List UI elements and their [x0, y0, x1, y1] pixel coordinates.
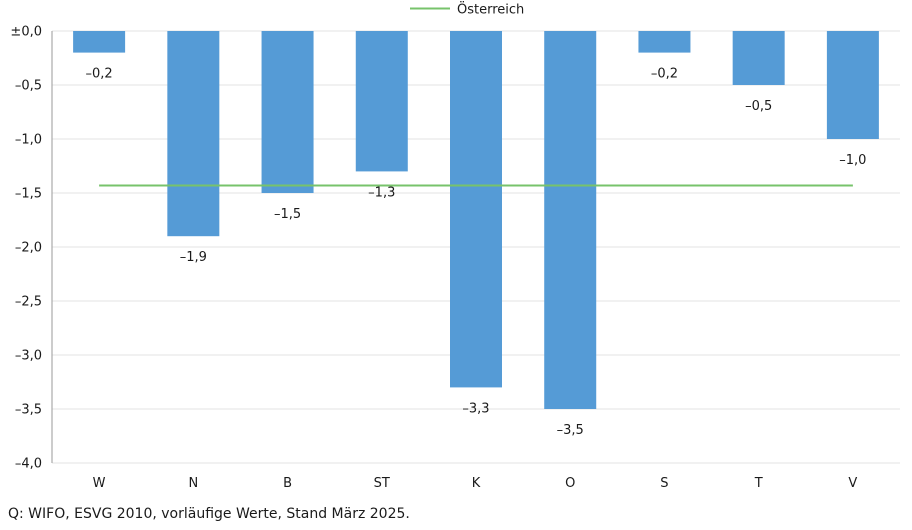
bar [73, 31, 126, 53]
x-tick-label: O [565, 476, 575, 491]
y-tick-label: –0,5 [15, 79, 42, 94]
x-tick-label: B [283, 476, 292, 491]
bar [167, 31, 220, 237]
bar [826, 31, 879, 139]
y-tick-label: –1,0 [15, 133, 42, 148]
x-tick-label: N [188, 476, 198, 491]
bar [544, 31, 597, 409]
data-label: –0,2 [651, 67, 678, 82]
y-tick-label: –2,0 [15, 241, 42, 256]
data-label: –3,5 [557, 423, 584, 438]
x-tick-label: V [848, 476, 857, 491]
y-tick-label: –4,0 [15, 457, 42, 472]
x-tick-label: T [754, 476, 763, 491]
data-label: –1,3 [368, 185, 395, 200]
y-tick-label: –2,5 [15, 295, 42, 310]
y-tick-label: ±0,0 [10, 25, 42, 40]
data-label: –1,9 [180, 250, 207, 265]
bar [732, 31, 785, 85]
data-label: –0,2 [86, 67, 113, 82]
y-tick-label: –1,5 [15, 187, 42, 202]
data-label: –1,0 [839, 153, 866, 168]
bar [638, 31, 691, 53]
bar-chart: ±0,0 –0,5 –1,0 –1,5 –2,0 –2,5 –3,0 –3,5 –4,0 –0,2… [10, 1, 900, 491]
legend-label: Österreich [457, 1, 524, 18]
source-note: Q: WIFO, ESVG 2010, vorläufige Werte, St… [8, 506, 410, 522]
x-tick-label: W [93, 476, 106, 491]
x-tick-label: K [472, 476, 481, 491]
bar [450, 31, 502, 388]
y-tick-label: –3,0 [15, 349, 42, 364]
x-tick-label: S [660, 476, 668, 491]
x-tick-label: ST [374, 476, 390, 491]
chart-area: ±0,0 –0,5 –1,0 –1,5 –2,0 –2,5 –3,0 –3,5 –4,0 –0,2… [10, 1, 900, 491]
y-tick-label: –3,5 [15, 403, 42, 418]
bar [261, 31, 314, 193]
data-label: –1,5 [274, 207, 301, 222]
data-label: –3,3 [462, 401, 489, 416]
bar [355, 31, 408, 172]
data-label: –0,5 [745, 99, 772, 114]
